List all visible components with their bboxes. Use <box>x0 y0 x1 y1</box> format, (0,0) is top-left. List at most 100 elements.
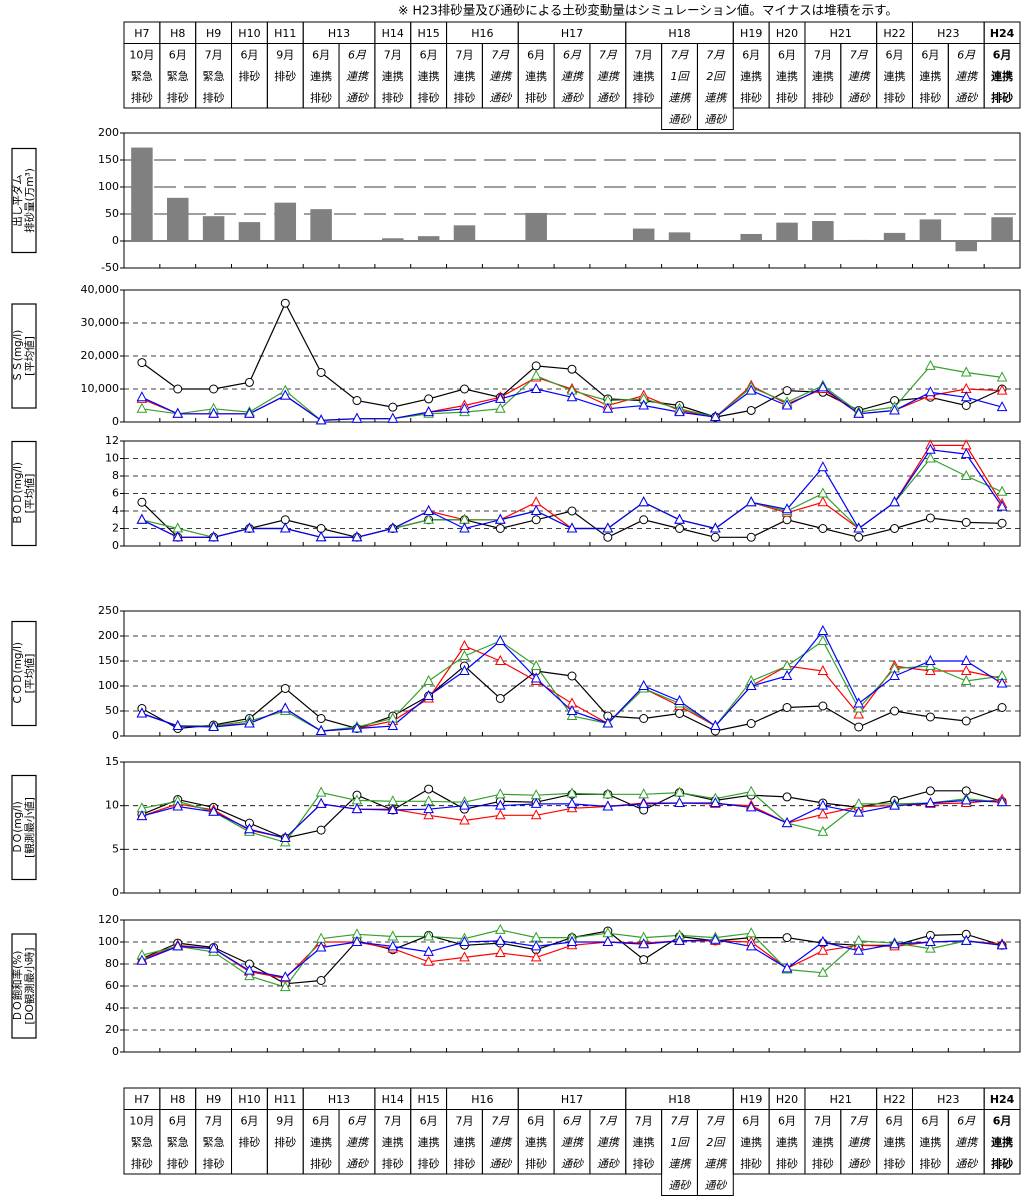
point-marker <box>387 930 399 941</box>
event-text: 1回 <box>671 1136 691 1149</box>
point-marker <box>638 496 650 507</box>
event-month: 6月 <box>742 48 760 61</box>
point-marker <box>602 800 614 811</box>
event-text: 排砂 <box>274 1135 296 1149</box>
y-tick-label: 200 <box>98 629 119 642</box>
event-month: 7月 <box>384 1114 402 1127</box>
point-marker <box>817 496 829 507</box>
y-tick-label: 20,000 <box>81 349 120 362</box>
point-marker <box>745 927 757 938</box>
y-label-box <box>11 774 37 881</box>
y-tick-label: 60 <box>105 979 119 992</box>
y-tick-label: 2 <box>112 522 119 535</box>
event-text: 連携 <box>955 1136 979 1149</box>
event-text: 排砂 <box>310 1156 332 1170</box>
event-text: 連携 <box>453 69 475 83</box>
y-tick-label: 10,000 <box>81 382 120 395</box>
point-marker <box>889 496 900 507</box>
event-text: 連携 <box>310 1135 332 1149</box>
point-marker <box>351 935 363 946</box>
event-month: 6月 <box>527 1114 545 1127</box>
point-marker <box>996 371 1008 382</box>
point-marker <box>494 809 506 820</box>
y-axis-label: [平均値] <box>23 654 36 694</box>
event-text: 排砂 <box>991 90 1013 104</box>
event-month: 6月 <box>312 1114 330 1127</box>
event-month: 7月 <box>850 1114 869 1127</box>
y-tick-label: 20 <box>105 1023 119 1036</box>
point-marker <box>782 792 792 802</box>
point-marker <box>494 654 506 665</box>
point-marker <box>889 938 900 949</box>
point-marker <box>459 935 470 946</box>
event-month: 6月 <box>169 48 187 61</box>
point-marker <box>818 524 828 533</box>
y-tick-label: 12 <box>105 434 119 447</box>
event-month: 6月 <box>348 48 367 61</box>
year-label: H16 <box>471 1093 493 1106</box>
point-marker <box>172 531 184 542</box>
point-marker <box>817 634 829 645</box>
y-label-box <box>11 933 37 1039</box>
point-marker <box>854 722 864 732</box>
point-marker <box>244 407 255 418</box>
event-month: 7月 <box>205 48 223 61</box>
bar <box>668 232 691 241</box>
note: ※ H23排砂量及び通砂による土砂変動量はシミュレーション値。マイナスは堆積を示… <box>398 3 898 18</box>
point-marker <box>566 935 578 946</box>
point-marker <box>244 823 255 834</box>
event-text: 連携 <box>812 69 834 83</box>
bar <box>310 209 332 241</box>
point-marker <box>817 799 829 810</box>
event-month: 6月 <box>742 1114 760 1127</box>
point-marker <box>208 942 219 953</box>
point-marker <box>494 634 506 645</box>
point-marker <box>566 704 578 715</box>
point-marker <box>782 515 792 525</box>
point-marker <box>853 522 865 533</box>
event-text: 排砂 <box>633 1156 655 1170</box>
point-marker <box>494 946 506 957</box>
event-text: 排砂 <box>525 1156 547 1170</box>
point-marker <box>710 410 721 422</box>
point-marker <box>387 803 399 815</box>
event-month: 7月 <box>491 48 510 61</box>
point-marker <box>674 786 685 797</box>
y-tick-label: 40,000 <box>81 283 120 296</box>
point-marker <box>208 720 219 731</box>
y-tick-label: 150 <box>98 654 119 667</box>
point-marker <box>530 789 542 800</box>
point-marker <box>494 923 506 934</box>
bar <box>274 202 297 241</box>
event-month: 7月 <box>384 48 402 61</box>
point-marker <box>745 801 757 812</box>
event-text: 連携 <box>740 69 762 83</box>
point-marker <box>459 664 470 675</box>
y-tick-label: 100 <box>98 935 119 948</box>
point-marker <box>494 513 506 524</box>
point-marker <box>387 940 399 951</box>
bar <box>812 221 834 241</box>
year-label: H24 <box>990 1093 1015 1106</box>
bar <box>131 147 153 241</box>
point-marker <box>208 531 219 542</box>
y-axis-label: ＳＳ(mg/l) <box>12 330 24 383</box>
event-text: 連携 <box>669 91 693 104</box>
point-marker <box>351 412 363 423</box>
event-month: 6月 <box>563 1114 582 1127</box>
point-marker <box>638 938 650 949</box>
event-month: 6月 <box>420 1114 438 1127</box>
y-axis-label: ＣＯＤ(mg/l) <box>12 642 24 705</box>
point-marker <box>925 935 936 946</box>
event-month: 7月 <box>671 1114 690 1127</box>
point-marker <box>423 504 434 515</box>
point-marker <box>675 709 685 718</box>
event-text: 連携 <box>955 70 979 83</box>
point-marker <box>459 384 469 394</box>
point-marker <box>316 825 326 835</box>
y-tick-label: 0 <box>112 729 119 742</box>
point-marker <box>925 942 936 953</box>
year-label: H16 <box>471 27 493 40</box>
point-marker <box>244 377 254 387</box>
y-axis-label: ＤＯ(mg/l) <box>12 801 24 854</box>
